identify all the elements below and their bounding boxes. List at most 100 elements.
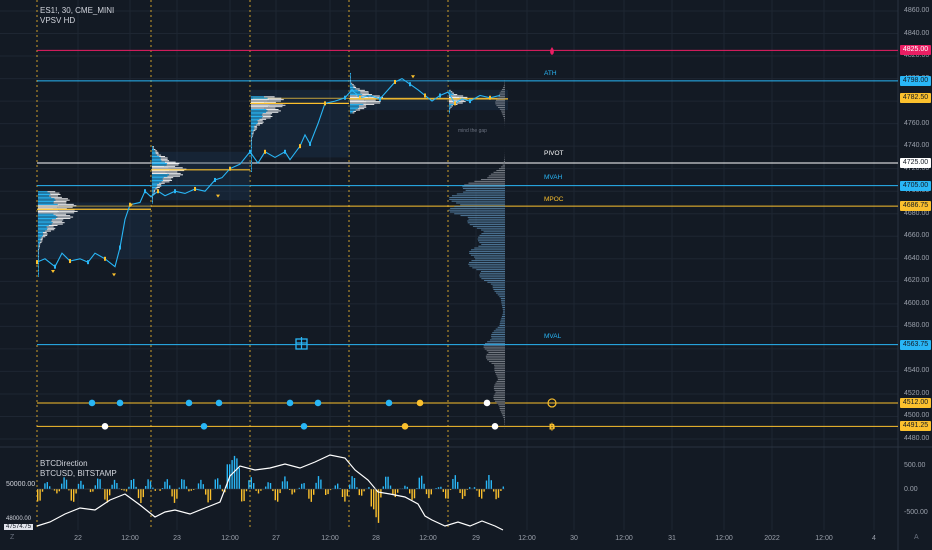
profile-bar bbox=[268, 106, 283, 108]
profile-bar bbox=[251, 144, 252, 146]
profile-bar bbox=[38, 243, 40, 245]
candle bbox=[194, 186, 196, 191]
symbol-legend[interactable]: ES1!, 30, CME_MINI VPSV HD bbox=[40, 6, 114, 26]
profile-bar bbox=[449, 103, 454, 105]
sub-indicator-label[interactable]: BTCDirection bbox=[40, 459, 88, 468]
main-profile-bar bbox=[481, 243, 505, 245]
histogram-bar bbox=[394, 489, 396, 498]
profile-bar bbox=[152, 178, 163, 180]
profile-bar bbox=[46, 229, 55, 231]
main-profile-bar bbox=[500, 90, 505, 92]
main-profile-bar bbox=[451, 195, 505, 197]
ath-tag: ATH bbox=[544, 70, 557, 77]
profile-bar bbox=[38, 227, 48, 229]
sub-legend[interactable]: BTCDirection BTCUSD, BITSTAMP bbox=[40, 459, 117, 479]
profile-bar bbox=[350, 102, 367, 104]
price-box: 4705.00 bbox=[900, 180, 931, 191]
profile-bar bbox=[456, 95, 464, 97]
profile-bar bbox=[161, 160, 170, 162]
histogram-bar bbox=[113, 479, 116, 489]
main-profile-bar bbox=[503, 416, 505, 418]
signal-dot bbox=[215, 399, 223, 407]
main-profile-bar bbox=[493, 395, 505, 397]
time-axis-label: 29 bbox=[472, 535, 480, 542]
profile-bar bbox=[350, 110, 354, 112]
main-profile-bar bbox=[500, 411, 505, 413]
profile-bar bbox=[350, 108, 358, 110]
profile-bar bbox=[251, 117, 262, 119]
profile-bar bbox=[352, 84, 354, 86]
main-profile-bar bbox=[471, 249, 505, 251]
price-box: 4782.50 bbox=[900, 93, 931, 104]
price-axis-label: 4540.00 bbox=[904, 367, 930, 375]
histogram-bar bbox=[250, 477, 252, 489]
candle bbox=[174, 189, 176, 194]
histogram-bar bbox=[166, 479, 168, 489]
profile-bar bbox=[257, 123, 263, 125]
histogram-bar bbox=[245, 489, 248, 492]
auto-scale-button[interactable]: A bbox=[914, 534, 919, 541]
timezone-button[interactable]: Z bbox=[10, 534, 15, 541]
main-profile-bar bbox=[501, 413, 505, 415]
main-profile-bar bbox=[478, 240, 505, 242]
symbol-label[interactable]: ES1!, 30, CME_MINI bbox=[40, 6, 115, 15]
sub-symbol-label[interactable]: BTCUSD, BITSTAMP bbox=[40, 469, 117, 478]
histogram-bar bbox=[130, 480, 132, 489]
histogram-bar bbox=[207, 489, 209, 503]
main-profile-bar bbox=[456, 202, 505, 204]
profile-bar bbox=[350, 75, 351, 77]
profile-bar bbox=[38, 274, 39, 276]
marker-triangle bbox=[129, 203, 133, 207]
profile-bar bbox=[38, 212, 58, 214]
main-profile-bar bbox=[498, 168, 505, 170]
volume-profiles bbox=[37, 72, 508, 277]
histogram-bar bbox=[183, 479, 185, 489]
profile-bar bbox=[353, 87, 357, 89]
profile-bar bbox=[267, 100, 281, 102]
candle bbox=[157, 189, 159, 194]
histogram-bar bbox=[416, 488, 418, 489]
histogram-bar bbox=[178, 487, 180, 489]
signal-dot bbox=[101, 423, 109, 430]
profile-bar bbox=[262, 113, 273, 115]
histogram-bar bbox=[80, 480, 82, 489]
profile-bar bbox=[449, 92, 452, 94]
main-profile-bar bbox=[500, 319, 505, 321]
marker-triangle bbox=[51, 270, 55, 274]
value-area-box bbox=[448, 89, 508, 111]
signal-dot bbox=[200, 423, 208, 430]
profile-bar bbox=[252, 132, 254, 134]
histogram-bar bbox=[185, 486, 188, 489]
time-axis-label: 12:00 bbox=[221, 535, 239, 542]
profile-bar bbox=[152, 175, 168, 177]
signal-dots bbox=[88, 399, 499, 430]
candle bbox=[454, 101, 456, 106]
sub-left-label: 50000.00 bbox=[6, 481, 36, 488]
indicator-label[interactable]: VPSV HD bbox=[40, 16, 76, 25]
price-axis-label: 4820.00 bbox=[904, 52, 930, 60]
candle bbox=[469, 99, 471, 104]
histogram-bar bbox=[385, 476, 387, 489]
histogram-bar bbox=[445, 489, 447, 499]
main-profile-bar bbox=[495, 103, 505, 105]
histogram-bar bbox=[293, 489, 296, 493]
profile-bar bbox=[166, 164, 179, 166]
histogram-bar bbox=[428, 489, 430, 499]
histogram-bar bbox=[464, 489, 466, 497]
coin-icon bbox=[547, 398, 557, 408]
sub-axis-0: 0.00 bbox=[904, 486, 918, 493]
profile-bar bbox=[39, 244, 40, 246]
histogram-bar bbox=[397, 489, 399, 493]
profile-bar bbox=[153, 147, 155, 149]
profile-bar bbox=[152, 194, 153, 196]
histogram-bar bbox=[368, 487, 370, 489]
profile-bar bbox=[152, 165, 165, 167]
profile-bar bbox=[58, 209, 75, 211]
profile-bar bbox=[152, 174, 170, 176]
main-profile-bar bbox=[500, 299, 505, 301]
time-axis-label: 12:00 bbox=[815, 535, 833, 542]
candle bbox=[36, 260, 38, 265]
candle bbox=[359, 95, 361, 100]
main-profile-bar bbox=[500, 297, 505, 299]
